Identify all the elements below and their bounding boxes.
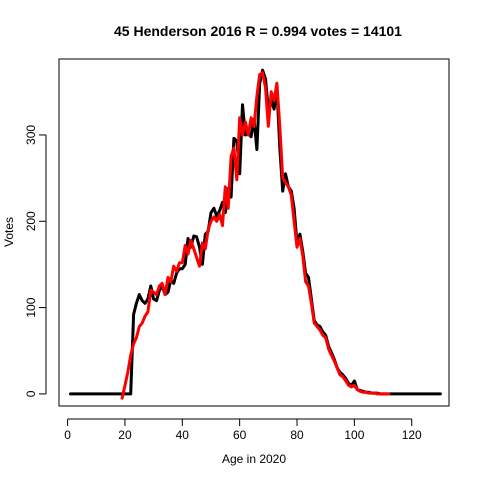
plot-frame — [58, 58, 450, 407]
x-tick-label: 60 — [233, 428, 247, 442]
axes: 0 20 40 60 80 100 120 0 100 200 300 — [24, 125, 422, 442]
y-tick-label: 0 — [24, 390, 38, 397]
y-tick-label: 300 — [24, 125, 38, 145]
series-line-2 — [120, 71, 391, 400]
x-tick-label: 40 — [176, 428, 190, 442]
x-tick-label: 120 — [402, 428, 422, 442]
y-axis-label: Votes — [2, 217, 16, 247]
x-tick-label: 80 — [290, 428, 304, 442]
chart-title: 45 Henderson 2016 R = 0.994 votes = 1410… — [114, 23, 402, 39]
plot-area — [69, 68, 442, 400]
x-axis-label: Age in 2020 — [222, 452, 286, 466]
x-tick-label: 0 — [64, 428, 71, 442]
y-tick-label: 200 — [24, 211, 38, 231]
x-tick-label: 100 — [344, 428, 364, 442]
y-tick-label: 100 — [24, 297, 38, 317]
x-tick-label: 20 — [118, 428, 132, 442]
